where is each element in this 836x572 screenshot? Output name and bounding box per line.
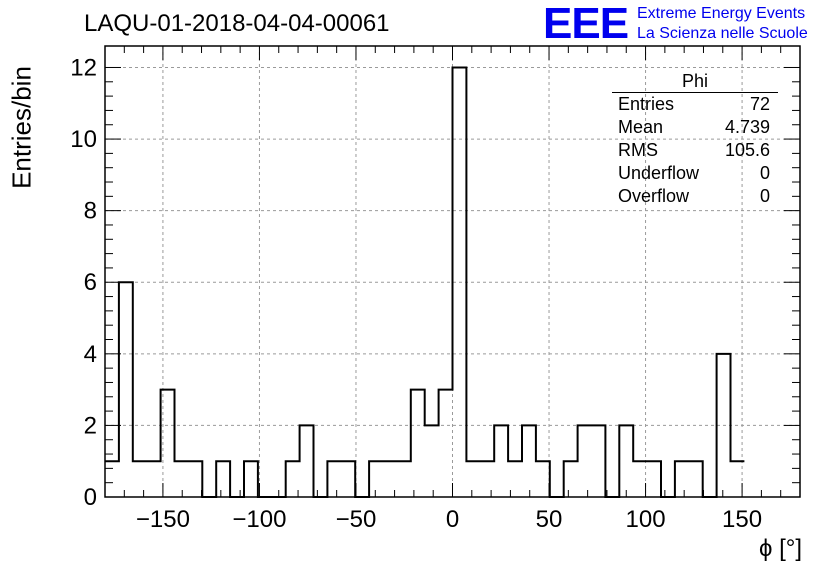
stats-row-entries: Entries 72 (612, 93, 778, 116)
eee-logo: EEE (543, 0, 629, 48)
histogram-bin (439, 390, 453, 497)
histogram-bin (453, 67, 467, 497)
histogram-bin (647, 461, 661, 497)
histogram-bin (717, 354, 731, 497)
histogram-bin (536, 461, 550, 497)
histogram-bin (327, 461, 341, 497)
y-tick-label: 4 (84, 341, 97, 368)
histogram-bin (161, 390, 175, 497)
histogram-bin (522, 425, 536, 497)
stats-title: Phi (612, 70, 778, 93)
logo-line-1: Extreme Energy Events (637, 5, 806, 22)
histogram-bin (147, 461, 161, 497)
histogram-bin (188, 461, 202, 497)
y-tick-label: 12 (70, 54, 97, 81)
histogram-bin (369, 461, 383, 497)
stats-box: Phi Entries 72 Mean 4.739 RMS 105.6 Unde… (612, 70, 778, 208)
histogram-bin (633, 461, 647, 497)
tick-marks (105, 46, 800, 498)
histogram-bin (578, 425, 592, 497)
stats-label: Underflow (618, 163, 700, 183)
histogram-bin (286, 461, 300, 497)
y-tick-label: 8 (84, 198, 97, 225)
y-tick-label: 0 (84, 484, 97, 511)
histogram-bin (466, 461, 480, 497)
histogram-bin (689, 461, 703, 497)
stats-row-rms: RMS 105.6 (612, 139, 778, 162)
x-tick-label: 0 (446, 506, 459, 533)
stats-label: RMS (618, 140, 658, 160)
stats-value: 72 (749, 94, 770, 114)
stats-value: 0 (759, 163, 770, 183)
histogram-bin (175, 461, 189, 497)
histogram-bin (300, 425, 314, 497)
tick-labels: −150 −100 −50 0 50 100 150 0 2 4 6 8 10 12 (70, 54, 762, 533)
histogram-bin (133, 461, 147, 497)
histogram-bin (494, 425, 508, 497)
histogram-bin (105, 461, 119, 497)
histogram-bin (675, 461, 689, 497)
x-axis-label: ϕ [°] (758, 535, 802, 562)
histogram-bin (619, 425, 633, 497)
logo-line-2: La Scienza nelle Scuole (637, 25, 808, 42)
histogram-bin (244, 461, 258, 497)
y-tick-label: 10 (70, 126, 97, 153)
histogram-bin (341, 461, 355, 497)
stats-value: 0 (759, 186, 770, 206)
x-tick-label: −50 (336, 506, 377, 533)
histogram-bins (105, 66, 745, 498)
histogram-bin (564, 461, 578, 497)
stats-row-overflow: Overflow 0 (612, 185, 778, 208)
x-tick-label: −150 (136, 506, 190, 533)
stats-value: 105.6 (724, 140, 770, 160)
histogram-bin (397, 461, 411, 497)
x-tick-label: 150 (722, 506, 762, 533)
stats-label: Entries (618, 94, 675, 114)
y-tick-label: 2 (84, 412, 97, 439)
stats-row-mean: Mean 4.739 (612, 116, 778, 139)
chart-title: LAQU-01-2018-04-04-00061 (84, 10, 390, 37)
histogram-bin (592, 425, 606, 497)
histogram-bin (119, 282, 133, 497)
grid-lines (105, 46, 800, 497)
stats-label: Mean (618, 117, 664, 137)
y-tick-label: 6 (84, 269, 97, 296)
histogram-bin (425, 425, 439, 497)
histogram-bin (216, 461, 230, 497)
histogram-outline (105, 66, 745, 498)
stats-row-underflow: Underflow 0 (612, 162, 778, 185)
x-tick-label: 100 (626, 506, 666, 533)
stats-label: Overflow (618, 186, 690, 206)
x-tick-label: −100 (232, 506, 286, 533)
histogram-bin (411, 390, 425, 497)
histogram-bin (480, 461, 494, 497)
x-tick-label: 50 (536, 506, 563, 533)
stats-value: 4.739 (724, 117, 770, 137)
